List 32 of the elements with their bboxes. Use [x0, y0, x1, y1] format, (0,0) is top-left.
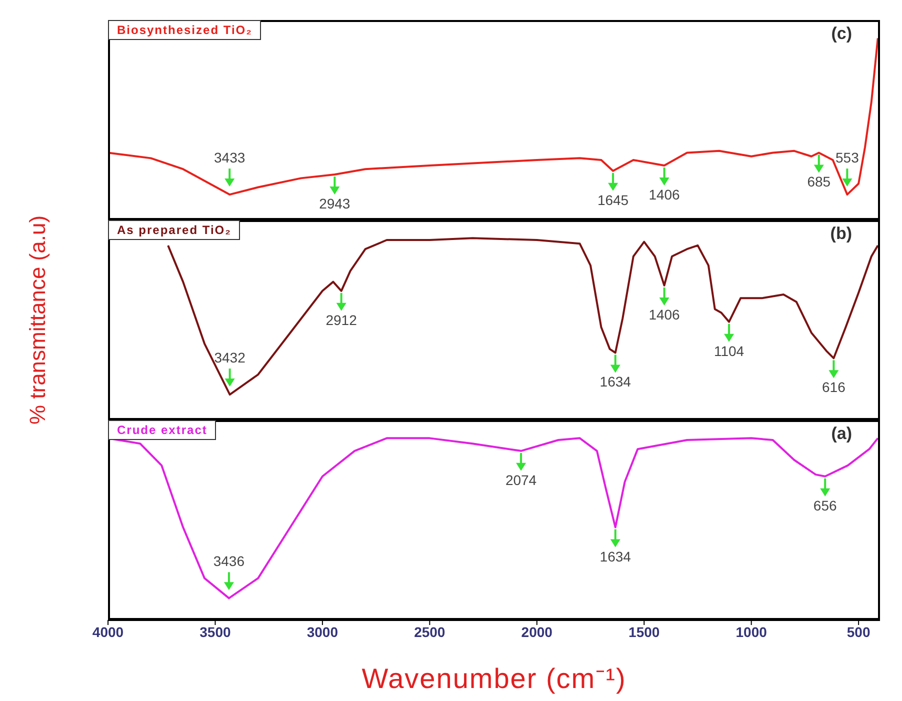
annotation: 2943: [319, 196, 350, 212]
annotation: 3433: [214, 150, 246, 166]
x-tick-label: 2000: [521, 624, 553, 640]
x-tick-label: 2500: [414, 624, 446, 640]
annotation: (b): [830, 224, 852, 244]
annotation: 2074: [505, 472, 537, 488]
x-axis-title: Wavenumber (cm⁻¹): [360, 662, 628, 696]
x-tick-label: 3500: [200, 624, 232, 640]
text: Biosynthesized TiO₂: [108, 20, 262, 40]
annotation: (a): [831, 424, 852, 444]
x-tick-label: 4000: [92, 624, 124, 640]
x-tick-label: 1500: [628, 624, 660, 640]
x-tick-label: 3000: [306, 624, 338, 640]
annotation: 1406: [648, 186, 680, 202]
annotation: 3436: [213, 553, 245, 570]
y-axis-title: % transmittance (a.u): [25, 215, 51, 425]
x-tick-label: 1000: [736, 624, 768, 640]
annotation: (c): [831, 24, 852, 44]
series-label: Crude extract: [108, 420, 216, 440]
series-label: As prepared TiO₂: [108, 220, 240, 240]
annotation: 685: [807, 174, 831, 190]
annotation: 616: [822, 379, 846, 396]
annotation: 553: [836, 150, 860, 166]
annotation: 1634: [600, 374, 632, 390]
annotation: 3432: [214, 350, 246, 366]
annotation: 1634: [600, 548, 632, 564]
annotation: 1645: [597, 192, 629, 208]
annotation: 1406: [648, 306, 680, 322]
annotation: 1104: [714, 342, 744, 359]
annotation: 2912: [326, 312, 358, 328]
x-tick-label: 500: [846, 624, 870, 640]
annotation: 656: [813, 497, 837, 514]
